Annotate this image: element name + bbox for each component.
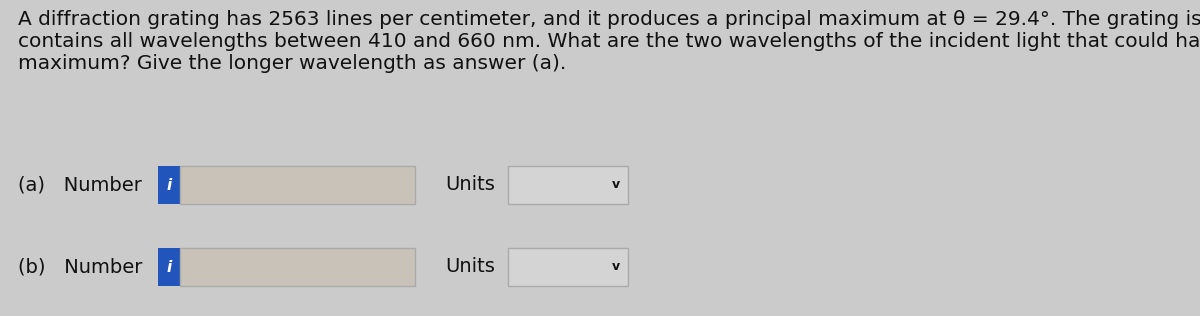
FancyBboxPatch shape [508, 166, 628, 204]
Text: v: v [612, 260, 620, 274]
FancyBboxPatch shape [508, 248, 628, 286]
Text: (b)   Number: (b) Number [18, 258, 143, 276]
FancyBboxPatch shape [180, 166, 415, 204]
Text: contains all wavelengths between 410 and 660 nm. What are the two wavelengths of: contains all wavelengths between 410 and… [18, 32, 1200, 51]
FancyBboxPatch shape [180, 248, 415, 286]
Text: v: v [612, 179, 620, 191]
FancyBboxPatch shape [158, 248, 180, 286]
Text: (a)   Number: (a) Number [18, 175, 142, 195]
FancyBboxPatch shape [158, 166, 180, 204]
Text: Units: Units [445, 258, 494, 276]
Text: i: i [167, 178, 172, 192]
Text: Units: Units [445, 175, 494, 195]
Text: maximum? Give the longer wavelength as answer (a).: maximum? Give the longer wavelength as a… [18, 54, 566, 73]
Text: i: i [167, 259, 172, 275]
Text: A diffraction grating has 2563 lines per centimeter, and it produces a principal: A diffraction grating has 2563 lines per… [18, 10, 1200, 29]
